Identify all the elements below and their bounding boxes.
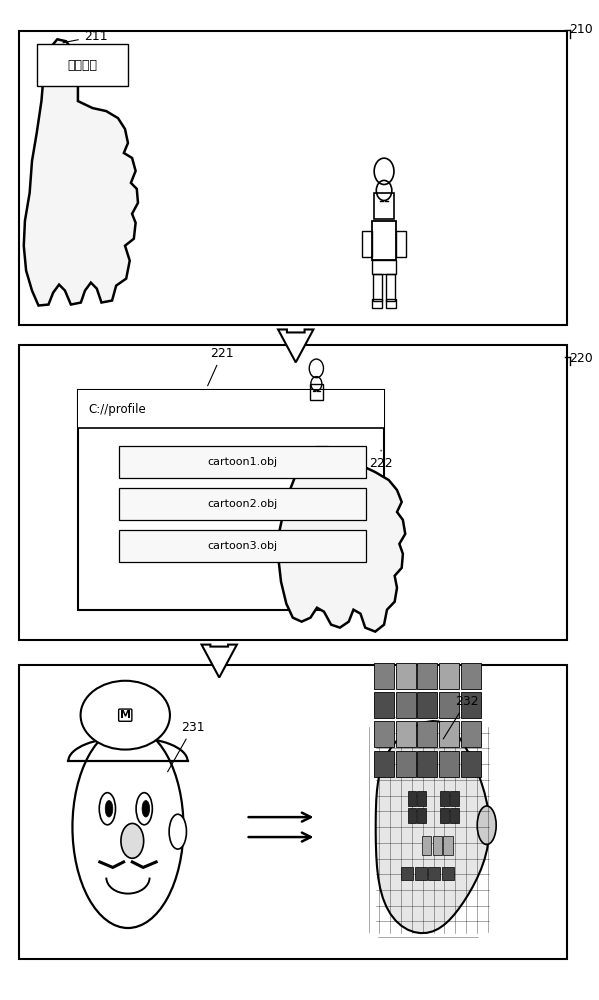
Bar: [415, 867, 426, 880]
Bar: [374, 663, 394, 689]
Ellipse shape: [105, 800, 113, 817]
Bar: [418, 663, 437, 689]
Bar: [440, 791, 449, 806]
Bar: [440, 808, 449, 823]
Bar: [19, 345, 567, 640]
Bar: [450, 791, 459, 806]
Bar: [461, 692, 480, 718]
Ellipse shape: [72, 726, 183, 928]
Text: 231: 231: [168, 721, 205, 772]
Text: 222: 222: [370, 450, 393, 470]
Bar: [408, 808, 416, 823]
Bar: [386, 299, 397, 308]
Bar: [461, 751, 480, 777]
Bar: [443, 836, 453, 855]
Text: cartoon2.obj: cartoon2.obj: [208, 499, 278, 509]
Bar: [78, 390, 384, 610]
Ellipse shape: [477, 806, 496, 845]
Bar: [441, 867, 453, 880]
Text: C://profile: C://profile: [89, 403, 146, 416]
Bar: [432, 836, 442, 855]
Bar: [418, 751, 437, 777]
Text: 210: 210: [570, 23, 593, 36]
Bar: [418, 721, 437, 747]
Bar: [418, 791, 426, 806]
Polygon shape: [376, 721, 489, 933]
Bar: [374, 721, 394, 747]
Text: 221: 221: [208, 347, 234, 386]
Bar: [396, 721, 416, 747]
Bar: [396, 231, 406, 257]
Bar: [374, 692, 394, 718]
Bar: [439, 751, 459, 777]
Polygon shape: [201, 645, 237, 678]
Bar: [372, 260, 396, 274]
Bar: [371, 299, 382, 308]
Ellipse shape: [169, 814, 186, 849]
Bar: [19, 665, 567, 959]
Text: cartoon1.obj: cartoon1.obj: [208, 457, 278, 467]
Text: 211: 211: [63, 30, 107, 43]
Text: 220: 220: [570, 352, 593, 365]
Text: M: M: [120, 710, 131, 720]
Bar: [450, 808, 459, 823]
Ellipse shape: [142, 800, 150, 817]
Polygon shape: [278, 329, 313, 362]
Bar: [422, 836, 431, 855]
Bar: [119, 488, 367, 520]
Bar: [401, 867, 413, 880]
Bar: [310, 384, 323, 400]
Bar: [374, 751, 394, 777]
Polygon shape: [24, 39, 138, 306]
Ellipse shape: [81, 681, 170, 750]
Bar: [372, 221, 396, 260]
Bar: [119, 530, 367, 562]
Bar: [408, 791, 416, 806]
Text: cartoon3.obj: cartoon3.obj: [208, 541, 278, 551]
Ellipse shape: [121, 823, 144, 858]
Bar: [396, 663, 416, 689]
Bar: [119, 446, 367, 478]
Bar: [362, 231, 372, 257]
Polygon shape: [278, 447, 406, 632]
Bar: [78, 390, 384, 428]
Bar: [374, 193, 394, 219]
Bar: [37, 44, 128, 86]
Bar: [386, 274, 395, 301]
Bar: [396, 751, 416, 777]
Text: 232: 232: [443, 695, 479, 739]
Text: 模型导入: 模型导入: [67, 59, 98, 72]
Bar: [461, 663, 480, 689]
Bar: [418, 692, 437, 718]
Ellipse shape: [99, 793, 116, 825]
Bar: [373, 274, 382, 301]
Bar: [439, 721, 459, 747]
Ellipse shape: [136, 793, 152, 825]
Bar: [439, 692, 459, 718]
Bar: [19, 31, 567, 325]
Bar: [461, 721, 480, 747]
Bar: [396, 692, 416, 718]
Bar: [428, 867, 440, 880]
Bar: [439, 663, 459, 689]
Bar: [418, 808, 426, 823]
